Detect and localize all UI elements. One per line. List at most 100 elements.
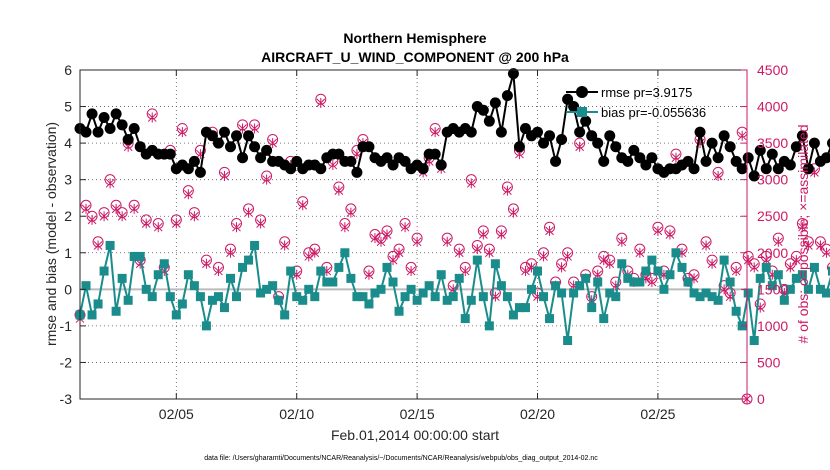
rmse-point bbox=[285, 163, 297, 175]
bias-point bbox=[611, 292, 621, 302]
obs-assimilated-marker bbox=[605, 258, 615, 269]
x-axis-label: Feb.01,2014 00:00:00 start bbox=[331, 427, 499, 443]
bias-point bbox=[238, 262, 248, 272]
obs-assimilated-marker bbox=[509, 207, 518, 218]
bias-point bbox=[677, 262, 687, 272]
y2-tick-label: 2000 bbox=[757, 245, 788, 261]
rmse-point bbox=[622, 155, 634, 167]
rmse-point bbox=[218, 126, 230, 138]
rmse-point bbox=[610, 141, 622, 153]
rmse-point bbox=[598, 155, 610, 167]
rmse-point bbox=[802, 163, 814, 175]
obs-assimilated-marker bbox=[171, 218, 181, 229]
rmse-point bbox=[700, 155, 712, 167]
bias-point bbox=[117, 273, 127, 283]
bias-point bbox=[286, 266, 296, 276]
obs-assimilated-marker bbox=[141, 218, 151, 229]
rmse-point bbox=[381, 152, 393, 164]
rmse-point bbox=[742, 152, 754, 164]
y2-tick-label: 500 bbox=[757, 354, 781, 370]
obs-assimilated-marker bbox=[503, 185, 512, 196]
rmse-point bbox=[826, 138, 830, 149]
bias-point bbox=[599, 314, 609, 324]
obs-assimilated-marker bbox=[497, 229, 506, 240]
bias-point bbox=[316, 266, 326, 276]
rmse-point bbox=[429, 148, 441, 160]
rmse-point bbox=[483, 115, 495, 127]
x-tick-label: 02/05 bbox=[159, 406, 194, 422]
obs-assimilated-marker bbox=[268, 138, 277, 149]
rmse-point bbox=[164, 148, 176, 160]
bias-point bbox=[280, 310, 290, 320]
bias-point bbox=[394, 306, 404, 316]
bias-point bbox=[147, 292, 157, 302]
x-tick-label: 02/20 bbox=[520, 406, 555, 422]
rmse-point bbox=[249, 141, 261, 153]
bias-point bbox=[526, 284, 536, 294]
obs-assimilated-marker bbox=[153, 222, 163, 233]
bias-point bbox=[725, 277, 735, 287]
rmse-point bbox=[315, 163, 327, 175]
obs-assimilated-marker bbox=[382, 229, 392, 240]
obs-assimilated-marker bbox=[310, 247, 320, 258]
y2-tick-label: 4000 bbox=[757, 99, 788, 115]
bias-point bbox=[448, 292, 458, 302]
obs-assimilated-marker bbox=[773, 236, 783, 247]
bias-point bbox=[508, 310, 518, 320]
rmse-point bbox=[754, 144, 766, 156]
obs-assimilated-marker bbox=[129, 203, 139, 214]
y2-tick-label: 2500 bbox=[757, 208, 788, 224]
bias-point bbox=[256, 288, 266, 298]
rmse-point bbox=[736, 163, 748, 175]
bias-point bbox=[659, 284, 669, 294]
obs-assimilated-marker bbox=[262, 174, 271, 185]
y-tick-label: 6 bbox=[64, 62, 72, 78]
bias-point bbox=[761, 262, 771, 272]
rmse-point bbox=[261, 144, 273, 156]
bias-point bbox=[364, 299, 374, 309]
bias-point bbox=[442, 295, 452, 305]
rmse-point bbox=[604, 130, 616, 142]
y-tick-label: 1 bbox=[64, 245, 72, 261]
rmse-point bbox=[291, 155, 303, 167]
y2-tick-label: 0 bbox=[757, 391, 765, 407]
rmse-point bbox=[206, 130, 218, 142]
rmse-point bbox=[104, 122, 116, 134]
bias-point bbox=[388, 277, 398, 287]
bias-point bbox=[159, 259, 169, 269]
bias-point bbox=[262, 284, 272, 294]
bias-point bbox=[797, 270, 807, 280]
obs-assimilated-marker bbox=[184, 189, 193, 200]
rmse-point bbox=[550, 155, 562, 167]
bias-point bbox=[605, 288, 615, 298]
bias-point bbox=[575, 281, 585, 291]
bias-point bbox=[587, 303, 597, 313]
obs-assimilated-marker bbox=[232, 222, 241, 233]
obs-assimilated-marker bbox=[111, 203, 121, 214]
bias-point bbox=[635, 277, 645, 287]
rmse-point bbox=[110, 108, 122, 120]
obs-assimilated-marker bbox=[816, 240, 825, 251]
y2-tick-label: 3500 bbox=[757, 135, 788, 151]
rmse-point bbox=[116, 119, 128, 131]
bias-point bbox=[617, 259, 627, 269]
legend-bias-label: bias pr=-0.055636 bbox=[601, 105, 706, 120]
rmse-point bbox=[694, 126, 706, 138]
bias-point bbox=[213, 292, 223, 302]
bias-point bbox=[153, 270, 163, 280]
y-tick-label: 5 bbox=[64, 99, 72, 115]
y-tick-label: 0 bbox=[64, 281, 72, 297]
bias-point bbox=[496, 281, 506, 291]
bias-point bbox=[779, 295, 789, 305]
y-tick-label: -3 bbox=[60, 391, 73, 407]
obs-assimilated-marker bbox=[93, 240, 103, 251]
rmse-point bbox=[465, 126, 477, 138]
bias-point bbox=[105, 240, 115, 250]
rmse-point bbox=[495, 126, 507, 138]
obs-assimilated-marker bbox=[376, 236, 386, 247]
obs-assimilated-marker bbox=[226, 247, 235, 258]
rmse-point bbox=[730, 155, 742, 167]
obs-assimilated-marker bbox=[400, 222, 410, 233]
obs-assimilated-marker bbox=[316, 97, 326, 108]
